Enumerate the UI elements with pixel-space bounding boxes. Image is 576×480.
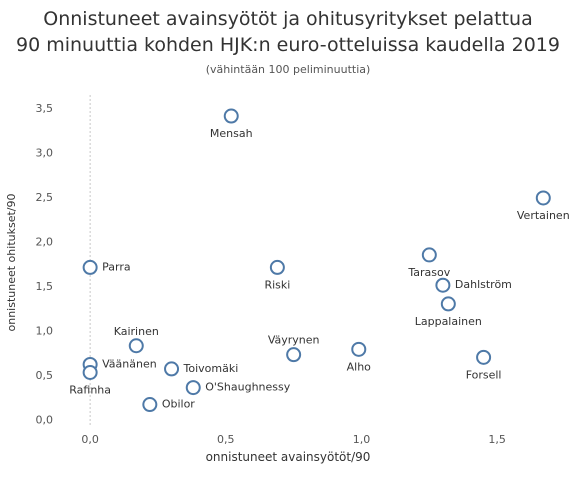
data-label: Toivomäki — [183, 362, 239, 375]
data-point — [286, 347, 302, 363]
y-tick-label: 0,0 — [36, 414, 54, 427]
y-tick-label: 1,0 — [36, 325, 54, 338]
chart-subtitle: (vähintään 100 peliminuuttia) — [205, 63, 371, 76]
data-label: Lappalainen — [415, 315, 482, 328]
x-tick-label: 0,5 — [217, 433, 235, 446]
chart-title-line-2: 90 minuuttia kohden HJK:n euro-otteluiss… — [16, 34, 560, 56]
data-label: Kairinen — [114, 325, 159, 338]
x-axis-label: onnistuneet avainsyötöt/90 — [205, 450, 371, 464]
data-label: Tarasov — [407, 266, 450, 279]
data-point — [223, 108, 239, 124]
y-tick-label: 0,5 — [36, 369, 54, 382]
y-tick-label: 2,5 — [36, 191, 54, 204]
x-tick-label: 0,0 — [81, 433, 99, 446]
data-label: Mensah — [210, 127, 253, 140]
data-label: Parra — [102, 260, 130, 273]
data-point — [435, 277, 451, 293]
y-tick-label: 3,5 — [36, 102, 54, 115]
data-point — [440, 296, 456, 312]
data-label: Väänänen — [102, 357, 157, 370]
data-label: Alho — [347, 360, 372, 373]
y-axis-label: onnistuneet ohitukset/90 — [5, 194, 18, 332]
data-label: Dahlström — [455, 278, 512, 291]
data-point — [128, 338, 144, 354]
data-point — [164, 361, 180, 377]
data-point — [535, 190, 551, 206]
y-tick-label: 1,5 — [36, 280, 54, 293]
x-tick-label: 1,5 — [488, 433, 506, 446]
chart-title-line-1: Onnistuneet avainsyötöt ja ohitusyrityks… — [43, 8, 533, 30]
data-point — [351, 341, 367, 357]
data-label: Obilor — [162, 398, 195, 411]
data-point — [142, 397, 158, 413]
data-label: Forsell — [466, 368, 502, 381]
data-label: Rafinha — [69, 383, 111, 396]
data-point — [269, 259, 285, 275]
data-label: Vertainen — [517, 209, 570, 222]
y-tick-label: 3,0 — [36, 146, 54, 159]
data-point — [476, 349, 492, 365]
y-tick-label: 2,0 — [36, 235, 54, 248]
data-label: O'Shaughnessy — [205, 381, 291, 394]
data-point — [185, 380, 201, 396]
data-label: Väyrynen — [268, 334, 320, 347]
data-point — [82, 259, 98, 275]
data-point — [421, 247, 437, 263]
x-tick-label: 1,0 — [353, 433, 371, 446]
data-label: Riski — [264, 278, 290, 291]
data-point — [82, 364, 98, 380]
